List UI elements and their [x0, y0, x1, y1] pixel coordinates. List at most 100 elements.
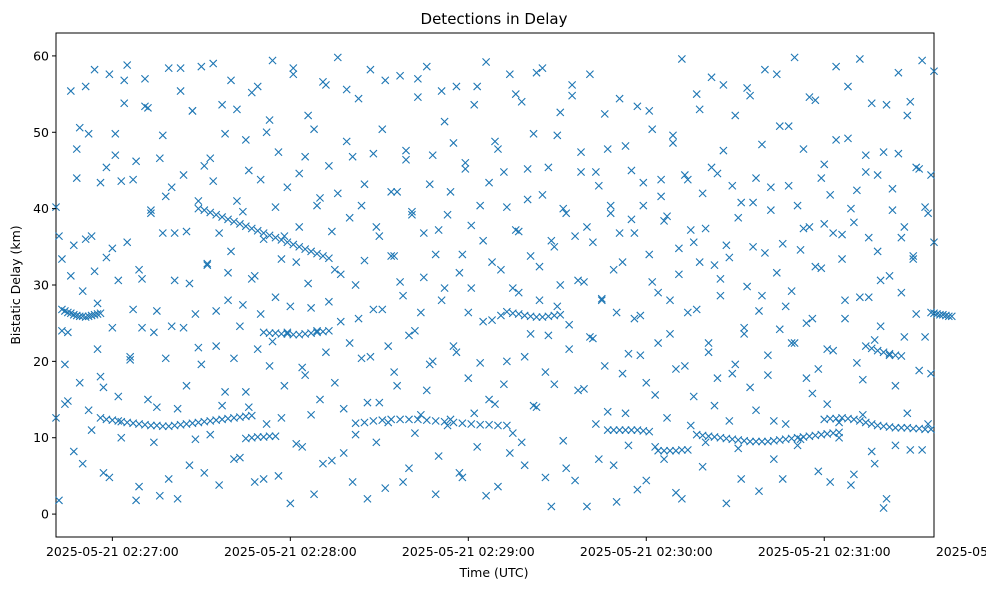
marker-s13-p427	[544, 331, 553, 340]
marker-s13-p525	[253, 82, 262, 91]
marker-s13-p465	[431, 250, 440, 259]
marker-s13-p408	[600, 361, 609, 370]
marker-s13-p518	[274, 471, 283, 480]
marker-s13-p414	[582, 502, 591, 511]
marker-s13-p431	[532, 68, 541, 77]
marker-s13-p220	[704, 339, 713, 348]
marker-s13-p562	[143, 395, 152, 404]
marker-s13-p16	[99, 468, 108, 477]
marker-s3-p5	[271, 432, 280, 441]
marker-s13-p378	[689, 392, 698, 401]
marker-s13-p275	[867, 99, 876, 108]
marker-s13-p388	[660, 216, 669, 225]
marker-s13-p314	[879, 503, 888, 512]
marker-s13-p200	[645, 250, 654, 259]
marker-s2-p20	[313, 249, 322, 258]
marker-s13-p371	[710, 261, 719, 270]
marker-s13-p464	[434, 452, 443, 461]
marker-s13-p320	[861, 151, 870, 160]
marker-s13-p130	[437, 296, 446, 305]
marker-s13-p276	[870, 459, 879, 468]
marker-s13-p89	[316, 395, 324, 404]
marker-s13-p461	[443, 210, 452, 219]
marker-s13-p475	[402, 146, 411, 155]
marker-s13-p1	[54, 232, 63, 241]
marker-s13-p268	[846, 481, 855, 490]
marker-s13-p551	[176, 64, 185, 73]
marker-s13-p573	[111, 151, 120, 160]
marker-s13-p123	[416, 410, 425, 419]
marker-s13-p294	[924, 419, 933, 428]
y-axis-ticks: 0 10 20 30 40 50 60	[33, 48, 56, 522]
marker-s13-p425	[550, 380, 559, 389]
marker-s13-p397	[633, 485, 642, 494]
marker-s13-p313	[882, 100, 891, 109]
marker-s13-p250	[793, 441, 802, 450]
marker-s13-p579	[93, 345, 102, 354]
marker-s13-p467	[425, 180, 434, 189]
marker-s13-p239	[760, 65, 769, 74]
marker-s13-p244	[775, 122, 784, 131]
marker-s13-p144	[479, 317, 488, 326]
marker-s0-p2	[63, 308, 72, 317]
marker-s10-p12	[891, 423, 900, 432]
marker-s1-p11	[158, 422, 167, 431]
marker-s13-p265	[838, 230, 847, 239]
marker-s13-p174	[568, 80, 577, 89]
marker-s13-p292	[918, 56, 927, 65]
marker-s13-p88	[313, 201, 322, 210]
marker-s13-p373	[704, 348, 713, 357]
marker-s13-p228	[728, 369, 737, 378]
marker-s13-p15	[96, 372, 105, 381]
marker-s2-p11	[259, 229, 268, 238]
marker-s13-p113	[387, 187, 396, 196]
marker-s13-p50	[200, 468, 209, 477]
marker-s13-p543	[200, 161, 209, 170]
marker-s13-p337	[811, 262, 820, 271]
marker-s13-p83	[298, 442, 307, 451]
marker-s13-p399	[627, 166, 636, 175]
marker-s13-p466	[428, 357, 437, 366]
marker-s13-p333	[823, 345, 832, 354]
marker-s13-p412	[588, 238, 597, 247]
marker-s13-p489	[360, 256, 369, 265]
marker-s13-p38	[164, 64, 173, 73]
x-tick-label-3: 2025-05-21 02:30:00	[580, 544, 713, 559]
marker-s13-p370	[713, 374, 722, 383]
marker-s13-p453	[467, 221, 476, 230]
marker-s13-p576	[102, 253, 111, 262]
marker-s13-p146	[485, 395, 494, 404]
marker-s13-p512	[292, 439, 301, 448]
marker-s13-p184	[597, 296, 606, 305]
marker-s13-p177	[577, 148, 586, 157]
marker-s13-p136	[455, 468, 464, 477]
marker-s13-p588	[66, 87, 75, 96]
marker-s13-p51	[203, 259, 212, 268]
marker-s13-p159	[523, 195, 532, 204]
marker-s2-p19	[307, 247, 316, 256]
marker-s13-p470	[416, 308, 425, 317]
marker-s13-p23	[120, 99, 129, 108]
marker-s13-p354	[760, 248, 769, 257]
marker-s13-p486	[369, 149, 378, 158]
marker-s13-p530	[238, 207, 247, 216]
marker-s13-p580	[90, 267, 99, 276]
marker-s13-p125	[422, 62, 431, 71]
marker-s13-p2	[57, 326, 66, 335]
marker-s13-p359	[746, 91, 755, 100]
marker-s13-p338	[808, 389, 817, 398]
marker-s13-p430	[535, 296, 544, 305]
marker-s13-p86	[307, 303, 316, 312]
marker-s10-p17	[921, 425, 930, 434]
marker-s13-p251	[796, 245, 805, 254]
y-tick-label-6: 60	[33, 48, 49, 63]
marker-s13-p577	[99, 383, 108, 392]
marker-s7-p7	[645, 427, 654, 436]
marker-s13-p152	[502, 357, 511, 366]
marker-s4-p11	[324, 326, 333, 335]
marker-s13-p179	[582, 222, 591, 231]
marker-s13-p527	[247, 274, 256, 283]
marker-s13-p274	[864, 293, 873, 302]
marker-s13-p212	[680, 361, 689, 370]
marker-s13-p421	[562, 464, 571, 473]
